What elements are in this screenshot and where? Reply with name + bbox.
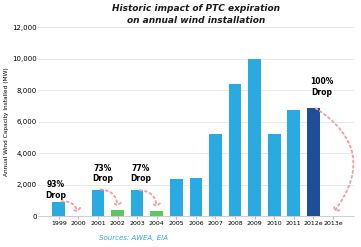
Bar: [150, 210, 163, 216]
Bar: [111, 210, 124, 216]
Title: Historic impact of PTC expiration
on annual wind installation: Historic impact of PTC expiration on ann…: [112, 4, 280, 25]
Bar: [190, 178, 202, 216]
Text: 77%
Drop: 77% Drop: [131, 164, 152, 183]
Bar: [92, 189, 104, 216]
Bar: [209, 134, 222, 216]
Text: 100%
Drop: 100% Drop: [310, 77, 334, 97]
Y-axis label: Annual Wind Capacity Installed (MW): Annual Wind Capacity Installed (MW): [4, 67, 9, 176]
Text: Forecast: Forecast: [301, 235, 323, 240]
Bar: [229, 84, 242, 216]
Bar: [131, 190, 143, 216]
Text: DOE EIA: DOE EIA: [300, 225, 324, 230]
Bar: [248, 59, 261, 216]
Text: 93%
Drop: 93% Drop: [45, 180, 66, 200]
Bar: [307, 107, 320, 216]
Bar: [170, 179, 183, 216]
Text: 73%
Drop: 73% Drop: [92, 164, 113, 183]
Bar: [268, 134, 280, 216]
Bar: [287, 110, 300, 216]
Bar: [52, 202, 65, 216]
Text: Sources: AWEA, EIA: Sources: AWEA, EIA: [99, 235, 168, 241]
